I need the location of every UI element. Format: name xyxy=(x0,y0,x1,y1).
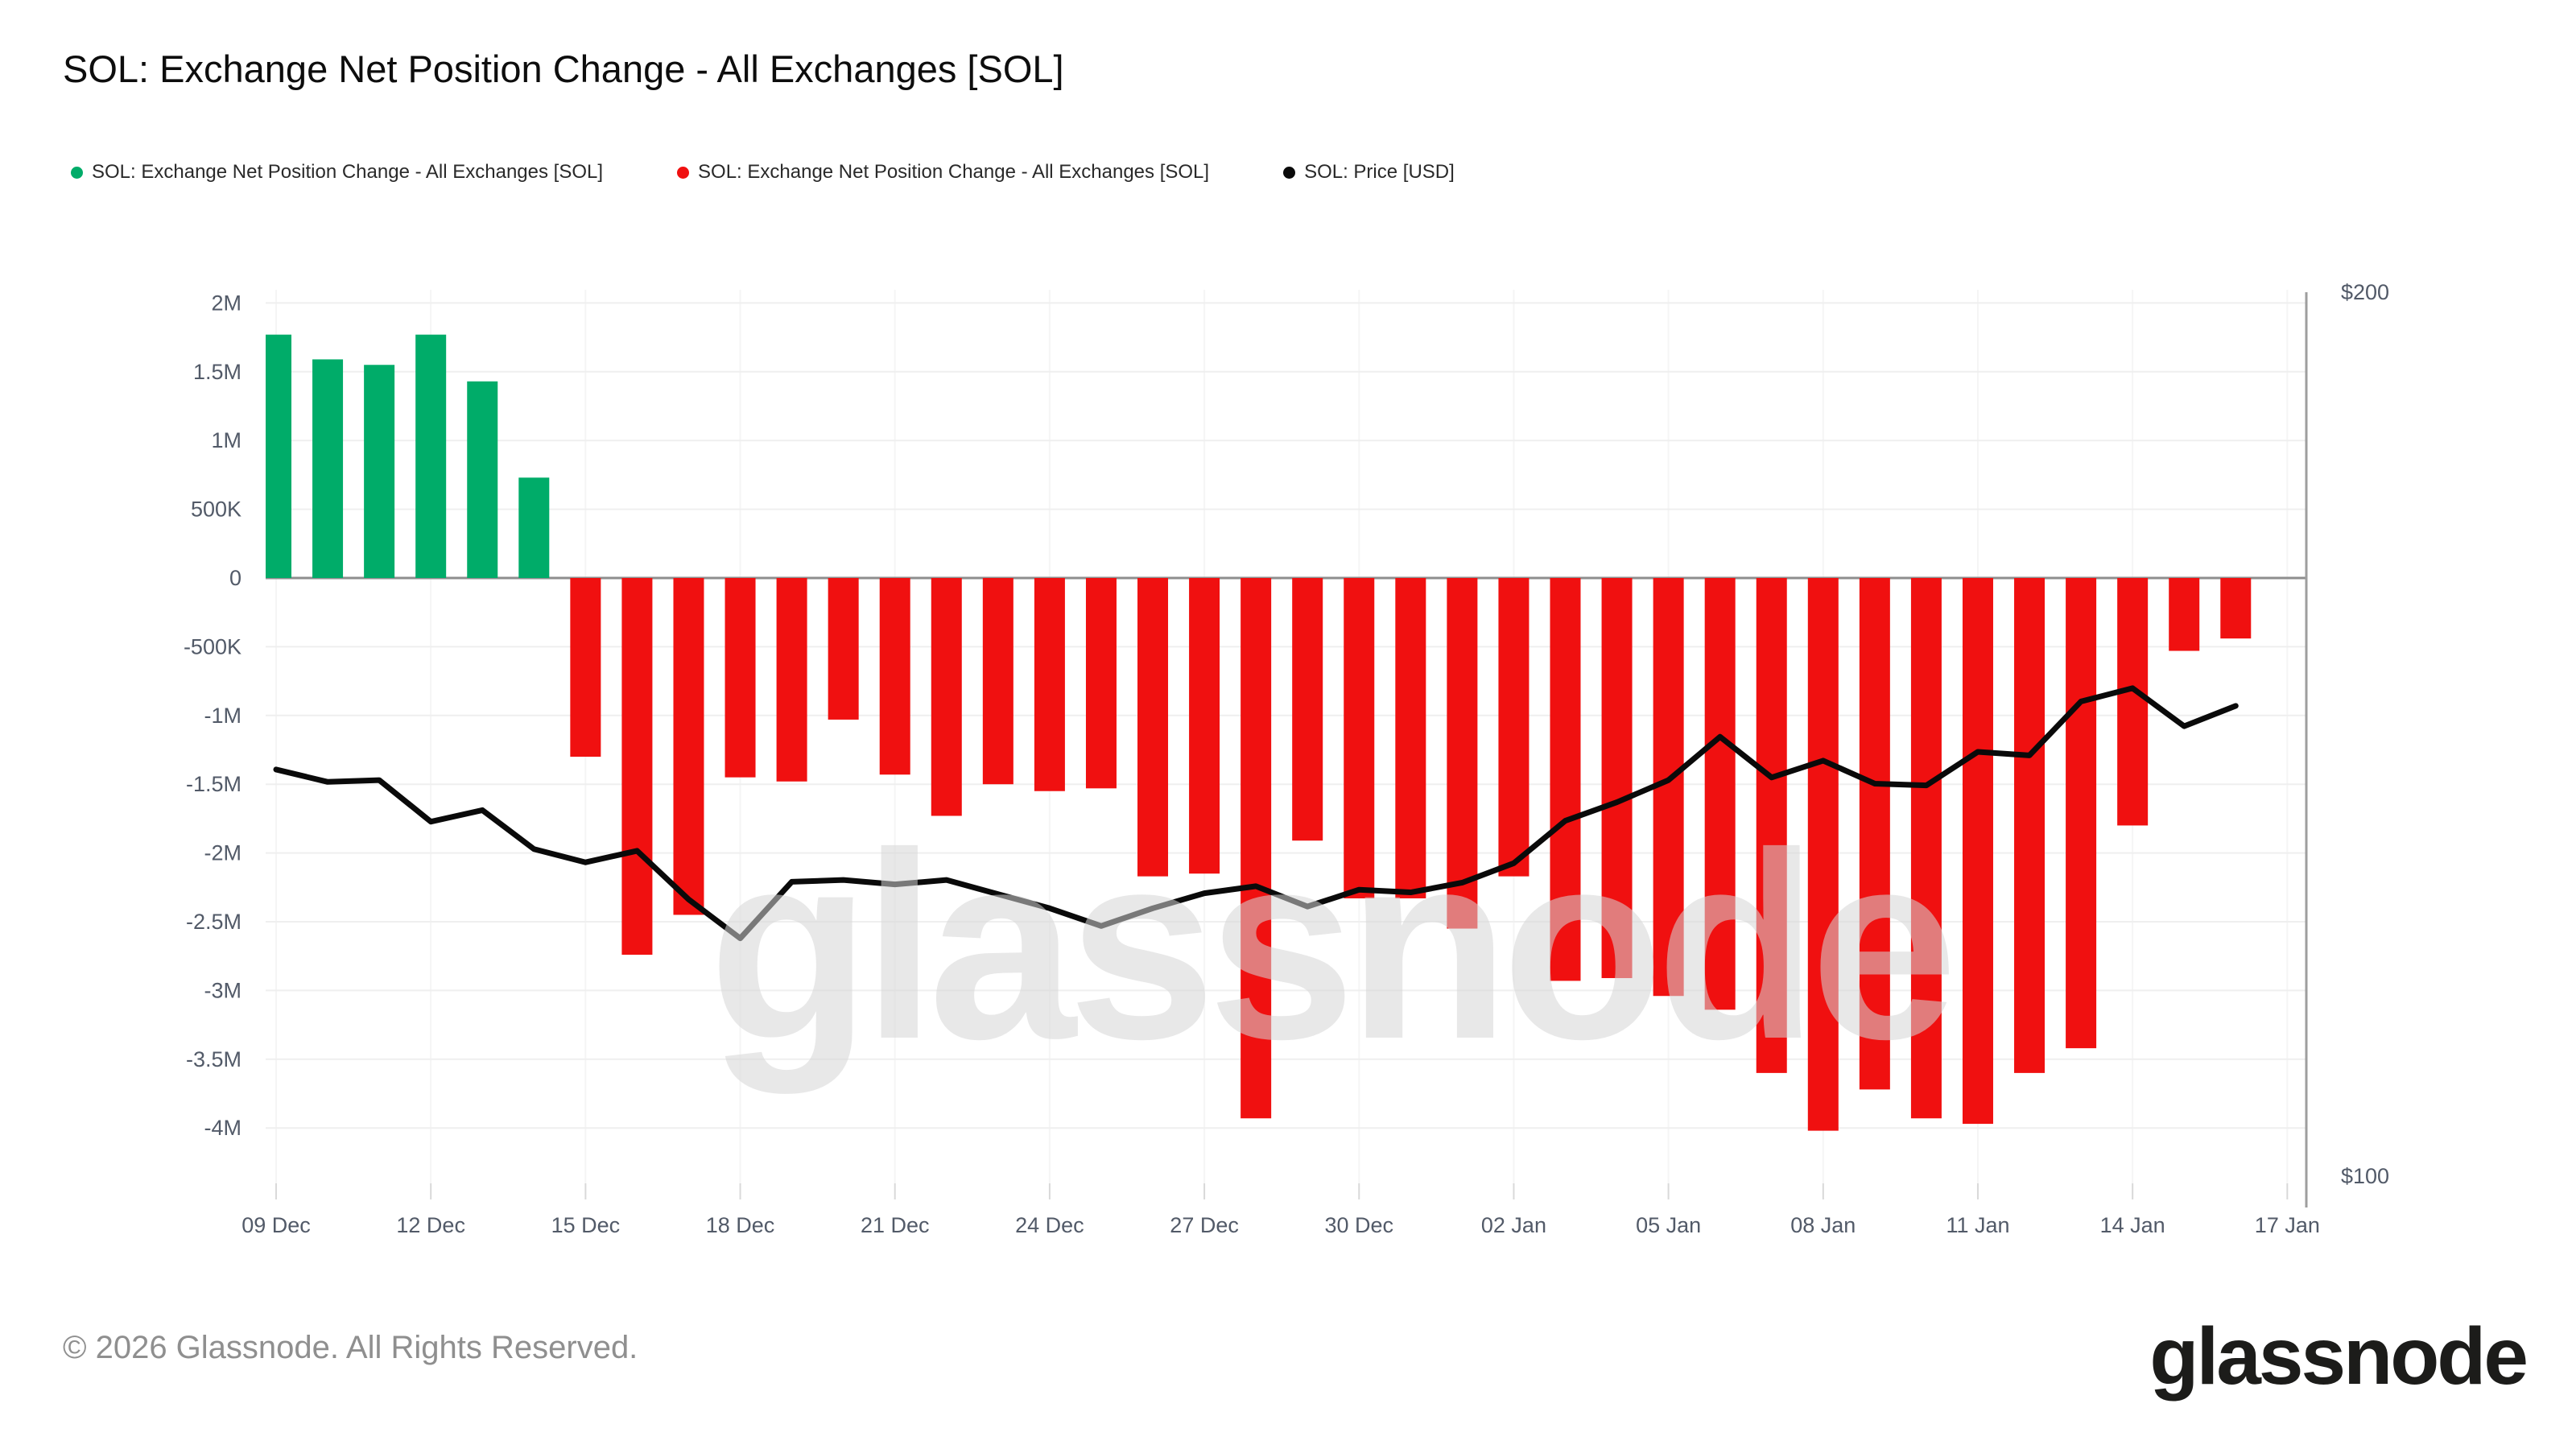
negative-bar xyxy=(673,578,704,915)
negative-bar xyxy=(1704,578,1736,1010)
x-axis-label: 11 Jan xyxy=(1946,1213,2009,1237)
legend-item-0: SOL: Exchange Net Position Change - All … xyxy=(71,161,603,184)
positive-bar xyxy=(312,359,344,578)
negative-bar xyxy=(2014,578,2046,1073)
negative-bar xyxy=(1137,578,1169,877)
negative-bar xyxy=(1910,578,1942,1119)
x-axis-label: 14 Jan xyxy=(2100,1213,2165,1237)
negative-bar xyxy=(1756,578,1787,1073)
negative-bar xyxy=(2066,578,2097,1049)
y-axis-label: 1M xyxy=(211,428,242,452)
legend-item-label: SOL: Exchange Net Position Change - All … xyxy=(92,161,604,183)
legend: SOL: Exchange Net Position Change - All … xyxy=(71,161,1455,184)
x-axis-label: 17 Jan xyxy=(2255,1213,2320,1237)
negative-bar xyxy=(1395,578,1426,898)
right-axis-label: $200 xyxy=(2341,282,2389,304)
legend-item-label: SOL: Exchange Net Position Change - All … xyxy=(698,161,1210,183)
negative-bar xyxy=(982,578,1013,785)
y-axis-label: -1.5M xyxy=(186,772,242,796)
net-position-bars xyxy=(266,334,2252,1131)
x-axis-label: 08 Jan xyxy=(1790,1213,1856,1237)
negative-bar xyxy=(828,578,859,720)
y-axis-label: -4M xyxy=(204,1116,242,1140)
positive-bar xyxy=(467,381,498,578)
negative-bar xyxy=(1034,578,1065,791)
x-axis-label: 05 Jan xyxy=(1636,1213,1701,1237)
positive-bar xyxy=(415,334,447,578)
positive-bar xyxy=(518,477,550,578)
x-axis-label: 18 Dec xyxy=(706,1213,775,1237)
legend-dot-icon xyxy=(1283,166,1296,179)
y-axis-label: -500K xyxy=(184,634,242,658)
negative-bar xyxy=(1859,578,1890,1090)
copyright-text: © 2026 Glassnode. All Rights Reserved. xyxy=(63,1330,638,1365)
negative-bar xyxy=(1807,578,1839,1131)
x-axis-label: 12 Dec xyxy=(396,1213,465,1237)
negative-bar xyxy=(724,578,756,778)
price-line xyxy=(273,685,2239,942)
price-line-group xyxy=(273,685,2239,942)
x-axis-label: 15 Dec xyxy=(551,1213,621,1237)
chart-canvas: 09 Dec 12 Dec 15 Dec 18 Dec 21 Dec 24 Dec 27 D… xyxy=(184,282,2389,1237)
y-axis-label: -2M xyxy=(204,841,242,865)
y-axis-label: 0 xyxy=(229,566,242,590)
legend-item-2: SOL: Price [USD] xyxy=(1283,161,1455,184)
negative-bar xyxy=(931,578,962,816)
negative-bar xyxy=(1241,578,1272,1119)
x-axis-label: 27 Dec xyxy=(1170,1213,1239,1237)
x-axis-label: 21 Dec xyxy=(861,1213,930,1237)
negative-bar xyxy=(1962,578,1993,1125)
negative-bar xyxy=(1085,578,1117,789)
y-axis-label: -2.5M xyxy=(186,910,242,934)
x-axis-label: 09 Dec xyxy=(242,1213,311,1237)
negative-bar xyxy=(621,578,653,955)
negative-bar xyxy=(2220,578,2252,639)
glassnode-logo: glassnode xyxy=(2149,1311,2529,1402)
y-axis-label: -3.5M xyxy=(186,1047,242,1071)
negative-bar xyxy=(2117,578,2149,826)
legend-item-1: SOL: Exchange Net Position Change - All … xyxy=(677,161,1209,184)
x-axis-label: 02 Jan xyxy=(1481,1213,1546,1237)
page-title: SOL: Exchange Net Position Change - All … xyxy=(63,47,1064,90)
negative-bar xyxy=(1601,578,1633,979)
negative-bar xyxy=(570,578,601,758)
positive-bar xyxy=(266,334,291,578)
negative-bar xyxy=(1292,578,1323,841)
right-axis-label: $100 xyxy=(2341,1164,2389,1188)
negative-bar xyxy=(1447,578,1478,929)
negative-bar xyxy=(1189,578,1220,874)
legend-dot-icon xyxy=(677,166,690,179)
negative-bar xyxy=(1498,578,1530,877)
y-axis-label: 2M xyxy=(211,291,242,315)
negative-bar xyxy=(776,578,807,782)
negative-bar xyxy=(879,578,910,775)
y-axis-label: -1M xyxy=(204,704,242,728)
x-axis-label: 30 Dec xyxy=(1324,1213,1393,1237)
x-axis-label: 24 Dec xyxy=(1015,1213,1084,1237)
y-axis-label: 500K xyxy=(191,497,242,522)
legend-item-label: SOL: Price [USD] xyxy=(1304,161,1455,183)
positive-bar xyxy=(364,365,395,578)
negative-bar xyxy=(1550,578,1581,981)
negative-bar xyxy=(2169,578,2200,651)
negative-bar xyxy=(1344,578,1375,898)
chart-area: 09 Dec 12 Dec 15 Dec 18 Dec 21 Dec 24 Dec 27 D… xyxy=(0,282,2576,1280)
y-axis-label: 1.5M xyxy=(193,360,242,384)
y-axis-label: -3M xyxy=(204,978,242,1002)
legend-dot-icon xyxy=(71,166,83,179)
